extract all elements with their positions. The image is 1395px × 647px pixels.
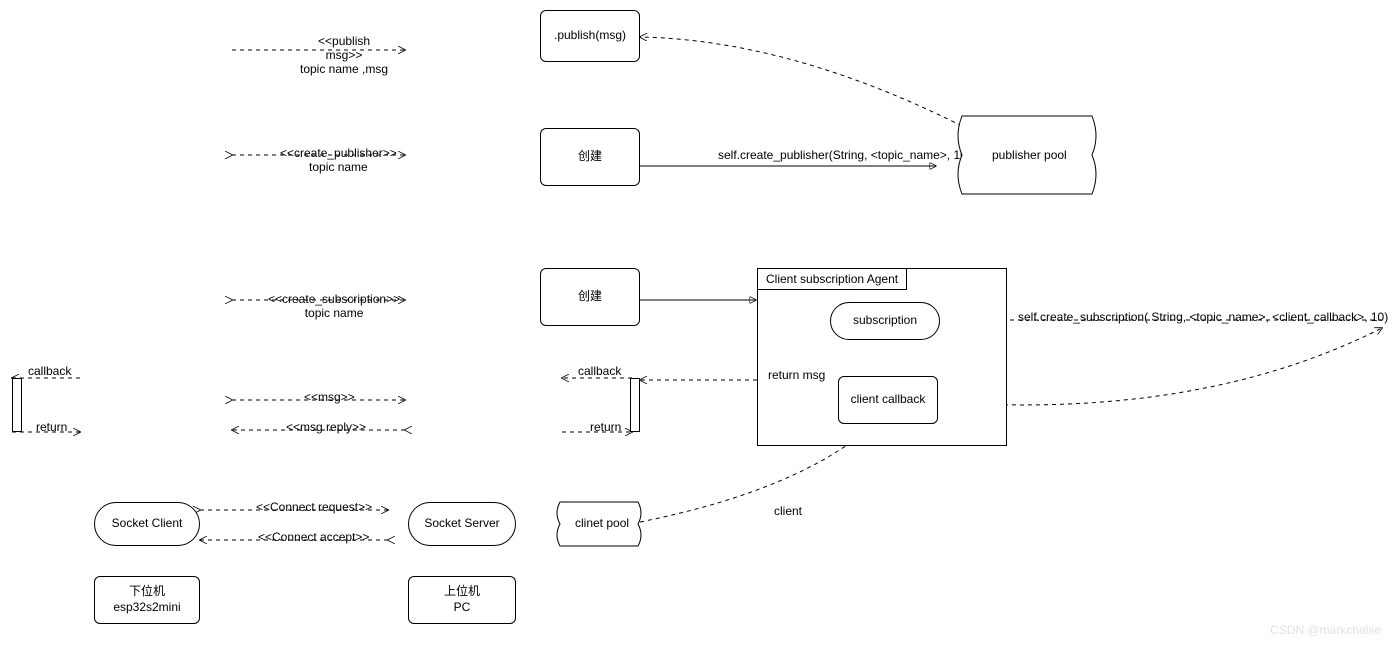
create-sub-call-text: self.create_subscription( String, <topic… [1018,310,1388,324]
create-sub-label: <<create_subscription>> topic name [268,292,400,320]
upper-l2: PC [454,600,471,614]
subscription-frame-title: Client subscription Agent [758,269,907,290]
watermark-text: CSDN @markchalse [1270,623,1381,637]
lower-machine-node: 下位机 esp32s2mini [94,576,200,624]
client-edge-text: client [774,504,802,518]
publish-label: <<publish msg>> topic name ,msg [300,34,388,76]
create1-node: 创建 [540,128,640,186]
lower-l1: 下位机 [129,584,165,598]
socket-client-node: Socket Client [94,502,200,546]
create-pub-label: <<create_publisher>> topic name [280,146,397,174]
client-pool-text: clinet pool [575,516,629,530]
create2-text: 创建 [578,289,602,305]
connect-request-text: <<Connect request>> [256,500,372,514]
subscription-node: subscription [830,302,940,340]
subscription-text: subscription [853,313,917,329]
callback-mid-text: callback [578,364,621,378]
socket-server-text: Socket Server [424,516,499,532]
connect-accept-text: <<Connect accept>> [258,530,369,544]
socket-server-node: Socket Server [408,502,516,546]
return-left-text: return [36,420,67,434]
lower-l2: esp32s2mini [113,600,180,614]
create1-text: 创建 [578,149,602,165]
lifeline-mid [630,378,640,432]
msg-text: <<msg>> [304,390,355,404]
upper-l1: 上位机 [444,584,480,598]
publisher-pool-text: publisher pool [992,148,1067,162]
client-callback-node: client callback [838,376,938,424]
callback-left-text: callback [28,364,71,378]
msg-reply-text: <<msg reply>> [286,420,366,434]
publish-msg-node: .publish(msg) [540,10,640,62]
create2-node: 创建 [540,268,640,326]
create-pub-call-text: self.create_publisher(String, <topic_nam… [718,148,971,162]
return-mid-text: return [590,420,621,434]
socket-client-text: Socket Client [112,516,183,532]
upper-machine-node: 上位机 PC [408,576,516,624]
lifeline-left [12,378,22,432]
client-callback-text: client callback [851,392,926,408]
return-msg-text: return msg [768,368,825,382]
publish-msg-text: .publish(msg) [554,28,626,44]
